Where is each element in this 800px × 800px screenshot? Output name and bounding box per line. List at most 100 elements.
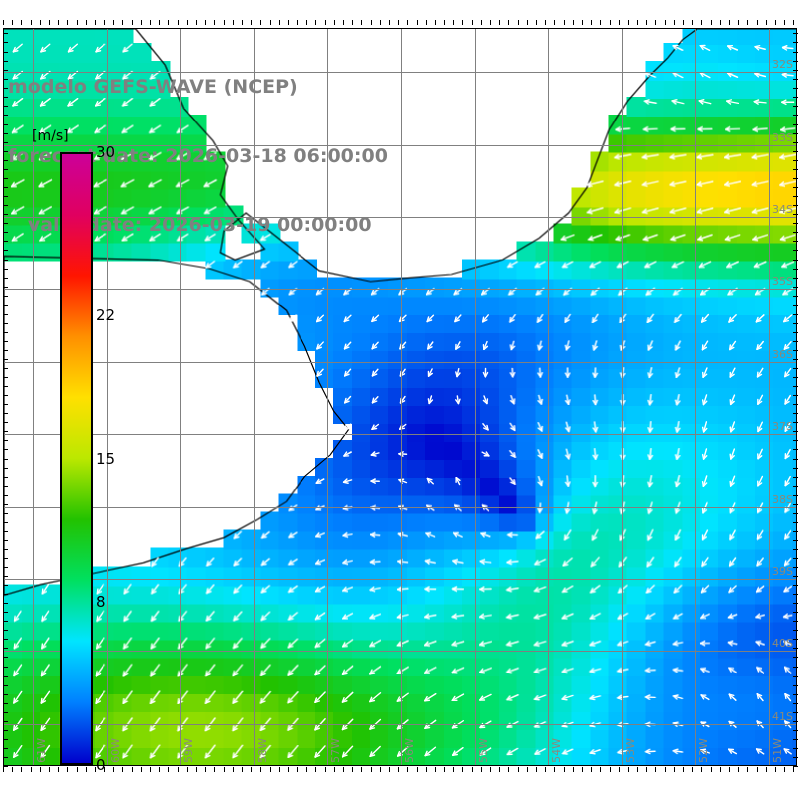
axis-tick <box>775 20 776 25</box>
axis-tick <box>242 20 243 25</box>
longitude-label: 61W <box>35 738 48 763</box>
axis-tick <box>3 287 8 288</box>
axis-tick <box>104 767 105 772</box>
axis-tick <box>242 767 243 772</box>
axis-tick <box>426 20 427 25</box>
axis-tick <box>3 314 8 315</box>
axis-tick <box>3 757 8 758</box>
axis-tick <box>793 621 798 622</box>
axis-tick <box>205 20 206 25</box>
axis-tick <box>536 20 537 25</box>
axis-tick <box>214 767 215 772</box>
axis-tick <box>665 20 666 25</box>
axis-tick <box>793 477 798 478</box>
axis-tick <box>398 20 399 25</box>
axis-tick <box>3 621 8 622</box>
axis-tick <box>692 767 693 772</box>
axis-tick <box>784 20 785 25</box>
axis-tick <box>582 20 583 25</box>
axis-tick <box>766 767 767 772</box>
parallel-gridline <box>4 217 796 218</box>
axis-tick <box>793 504 798 505</box>
axis-tick <box>793 694 798 695</box>
wind-speed-heatmap-canvas[interactable] <box>4 29 796 765</box>
axis-tick <box>279 20 280 25</box>
axis-tick <box>462 767 463 772</box>
axis-tick <box>793 667 798 668</box>
axis-tick <box>554 20 555 25</box>
axis-tick <box>793 124 798 125</box>
axis-tick <box>793 486 798 487</box>
axis-tick <box>793 314 798 315</box>
axis-tick <box>564 767 565 772</box>
axis-tick <box>472 767 473 772</box>
latitude-label: 34S <box>772 203 793 216</box>
axis-tick <box>793 630 798 631</box>
axis-tick <box>306 20 307 25</box>
axis-tick <box>113 767 114 772</box>
axis-tick <box>793 278 798 279</box>
axis-tick <box>3 151 8 152</box>
latitude-label: 37S <box>772 420 793 433</box>
latitude-label: 33S <box>772 131 793 144</box>
axis-tick <box>591 20 592 25</box>
axis-tick <box>793 748 798 749</box>
axis-tick <box>168 20 169 25</box>
longitude-label: 57W <box>329 738 342 763</box>
colorbar-gradient[interactable] <box>60 152 93 765</box>
axis-tick <box>793 639 798 640</box>
axis-tick <box>417 767 418 772</box>
axis-tick <box>233 20 234 25</box>
meridian-gridline <box>33 29 34 765</box>
axis-tick <box>3 676 8 677</box>
axis-tick <box>3 657 8 658</box>
axis-tick <box>3 694 8 695</box>
axis-tick <box>793 422 798 423</box>
axis-tick <box>407 767 408 772</box>
parallel-gridline <box>4 145 796 146</box>
axis-tick <box>3 459 8 460</box>
axis-tick <box>3 440 8 441</box>
axis-tick <box>3 468 8 469</box>
axis-tick <box>3 612 8 613</box>
axis-tick <box>793 160 798 161</box>
axis-tick <box>793 88 798 89</box>
longitude-label: 51W <box>771 738 784 763</box>
map-plot-area[interactable]: 61W 60W 59W 58W 57W 56W 55W 54W 53W 52W 51W 32S 33S… <box>3 28 797 766</box>
axis-tick <box>793 576 798 577</box>
meridian-gridline <box>548 29 549 765</box>
axis-tick <box>251 20 252 25</box>
parallel-gridline <box>4 724 796 725</box>
axis-tick <box>793 33 798 34</box>
axis-tick <box>3 567 8 568</box>
axis-tick <box>793 767 794 772</box>
axis-tick <box>21 20 22 25</box>
axis-tick <box>12 20 13 25</box>
axis-tick <box>334 20 335 25</box>
axis-tick <box>683 767 684 772</box>
right-axis-ticks <box>789 28 798 767</box>
parallel-gridline <box>4 579 796 580</box>
latitude-label: 39S <box>772 565 793 578</box>
axis-tick <box>270 20 271 25</box>
axis-tick <box>646 20 647 25</box>
axis-tick <box>3 386 8 387</box>
axis-tick <box>435 20 436 25</box>
axis-tick <box>3 214 8 215</box>
axis-tick <box>334 767 335 772</box>
axis-tick <box>86 767 87 772</box>
axis-tick <box>646 767 647 772</box>
axis-tick <box>21 767 22 772</box>
axis-tick <box>380 20 381 25</box>
colorbar-tick-label: 15 <box>96 449 116 468</box>
axis-tick <box>591 767 592 772</box>
axis-tick <box>3 739 8 740</box>
axis-tick <box>3 594 8 595</box>
axis-tick <box>747 20 748 25</box>
longitude-label: 58W <box>256 738 269 763</box>
axis-tick <box>518 20 519 25</box>
axis-tick <box>619 767 620 772</box>
axis-tick <box>720 767 721 772</box>
axis-tick <box>77 20 78 25</box>
